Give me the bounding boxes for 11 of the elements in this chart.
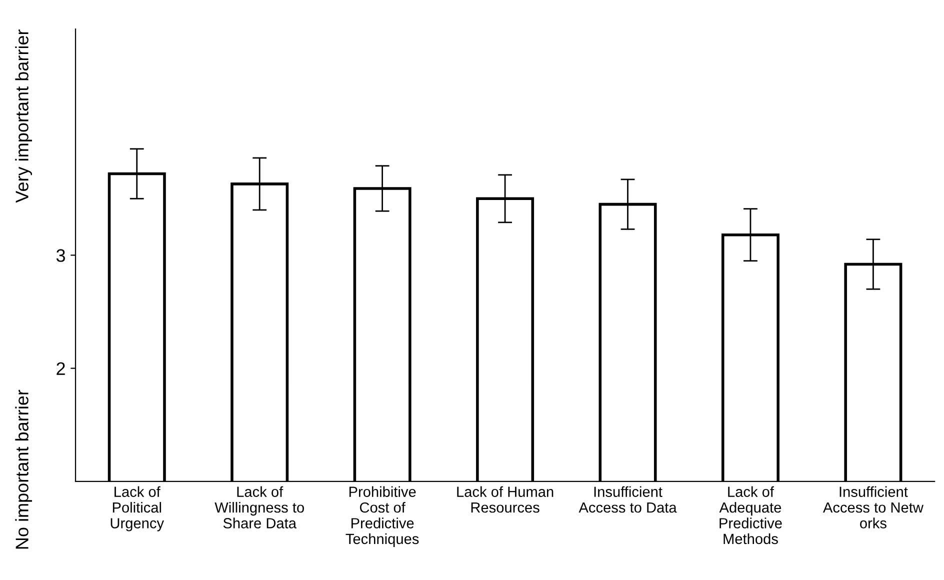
- x-tick-label: Lack of Political Urgency: [110, 486, 164, 532]
- x-tick-label: Lack of Human Resources: [457, 486, 554, 513]
- x-tick-label: Insufficient Access to Netw orks: [822, 486, 924, 528]
- x-tick-label: Lack of Willingness to Share Data: [214, 486, 304, 528]
- x-tick-label: Prohibitive Cost of Predictive Techniques: [346, 486, 419, 547]
- text: Very important barrier: [15, 29, 32, 203]
- text: No important barrier: [15, 390, 32, 549]
- y-tick-label: 3: [56, 249, 66, 262]
- x-tick-label: Lack of Adequate Predictive Methods: [719, 486, 782, 544]
- x-tick-label: Insufficient Access to Data: [578, 486, 677, 513]
- y-tick-label: 2: [56, 362, 65, 375]
